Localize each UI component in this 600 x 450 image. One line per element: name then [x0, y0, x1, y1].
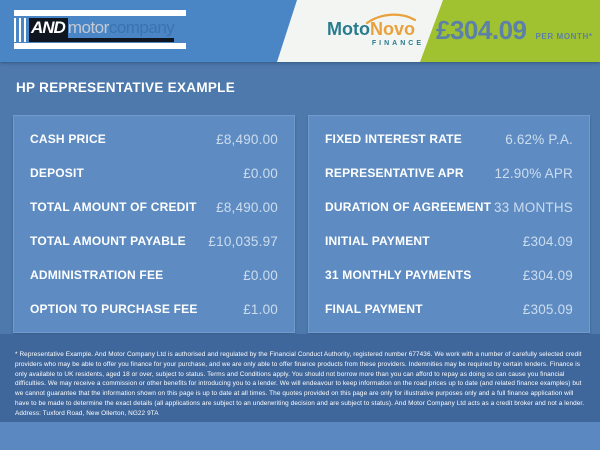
motonovo-moto: Moto: [327, 19, 370, 39]
header-white-section: [276, 0, 443, 62]
row-label: TOTAL AMOUNT OF CREDIT: [30, 200, 197, 214]
dealer-logo-top-bar: [14, 10, 186, 16]
finance-panel-left: CASH PRICE £8,490.00 DEPOSIT £0.00 TOTAL…: [13, 115, 295, 333]
row-value: £8,490.00: [216, 199, 278, 215]
legal-disclaimer-text: * Representative Example. And Motor Comp…: [15, 351, 585, 417]
row-label: TOTAL AMOUNT PAYABLE: [30, 234, 186, 248]
table-row: DURATION OF AGREEMENT 33 MONTHS: [309, 200, 589, 215]
row-value: 6.62% P.A.: [505, 131, 573, 147]
table-row: INITIAL PAYMENT £304.09: [309, 234, 589, 249]
bottom-strip: [0, 422, 600, 450]
price-period: PER MONTH*: [535, 32, 593, 41]
table-row: TOTAL AMOUNT PAYABLE £10,035.97: [14, 234, 294, 249]
row-value: £0.00: [243, 165, 278, 181]
table-row: FINAL PAYMENT £305.09: [309, 302, 589, 317]
row-label: ADMINISTRATION FEE: [30, 268, 164, 282]
header: AND motor company MotoNovo FINANCE £304.09…: [0, 0, 600, 62]
table-row: OPTION TO PURCHASE FEE £1.00: [14, 302, 294, 317]
row-label: INITIAL PAYMENT: [325, 234, 430, 248]
row-label: 31 MONTHLY PAYMENTS: [325, 268, 472, 282]
dealer-logo-bottom-bar: [14, 43, 186, 49]
page-title: HP REPRESENTATIVE EXAMPLE: [16, 80, 236, 95]
row-value: £304.09: [522, 233, 573, 249]
row-label: OPTION TO PURCHASE FEE: [30, 302, 198, 316]
table-row: ADMINISTRATION FEE £0.00: [14, 268, 294, 283]
row-value: 12.90% APR: [494, 165, 573, 181]
row-label: FINAL PAYMENT: [325, 302, 423, 316]
row-label: CASH PRICE: [30, 132, 107, 146]
dealer-logo-stripes-icon: [14, 18, 27, 42]
row-label: REPRESENTATIVE APR: [325, 166, 464, 180]
row-value: £1.00: [243, 301, 278, 317]
motonovo-novo: Novo: [369, 19, 415, 39]
table-row: FIXED INTEREST RATE 6.62% P.A.: [309, 132, 589, 147]
row-value: £0.00: [243, 267, 278, 283]
price-amount: £304.09: [436, 15, 527, 45]
row-value: 33 MONTHS: [493, 199, 573, 215]
row-value: £305.09: [522, 301, 573, 317]
monthly-price: £304.09 PER MONTH*: [436, 15, 593, 46]
row-value: £304.09: [522, 267, 573, 283]
table-row: TOTAL AMOUNT OF CREDIT £8,490.00: [14, 200, 294, 215]
row-value: £8,490.00: [216, 131, 278, 147]
finance-panel-right: FIXED INTEREST RATE 6.62% P.A. REPRESENT…: [308, 115, 590, 333]
row-label: FIXED INTEREST RATE: [325, 132, 462, 146]
dealer-logo-and: AND: [29, 18, 68, 38]
row-label: DURATION OF AGREEMENT: [325, 200, 492, 214]
table-row: CASH PRICE £8,490.00: [14, 132, 294, 147]
dealer-logo-company: company: [108, 18, 175, 37]
motonovo-logo: MotoNovo FINANCE: [312, 13, 430, 47]
dealer-logo-motor: motor: [67, 18, 109, 37]
legal-footer: * Representative Example. And Motor Comp…: [0, 334, 600, 422]
motonovo-swoosh-icon: [365, 13, 417, 25]
dealer-logo: AND motor company: [14, 10, 186, 49]
table-row: REPRESENTATIVE APR 12.90% APR: [309, 166, 589, 181]
table-row: 31 MONTHLY PAYMENTS £304.09: [309, 268, 589, 283]
row-value: £10,035.97: [208, 233, 278, 249]
table-row: DEPOSIT £0.00: [14, 166, 294, 181]
row-label: DEPOSIT: [30, 166, 85, 180]
motonovo-finance-label: FINANCE: [371, 40, 424, 47]
